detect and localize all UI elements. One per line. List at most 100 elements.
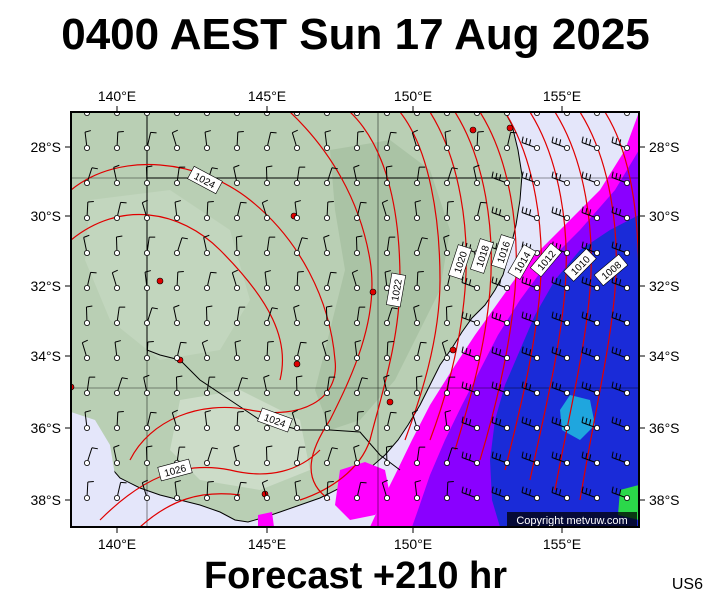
wind-barb [263,236,276,256]
map-frame [70,111,640,528]
wind-barb [413,446,426,466]
wind-barb [263,374,270,396]
wind-barb [84,305,93,326]
wind-barb [233,164,240,186]
wind-barb [111,269,121,291]
wind-barb [411,129,420,151]
wind-barb [114,410,124,431]
wind-barb [521,451,541,466]
wind-barb [581,451,601,466]
wind-barb [173,375,183,396]
wind-barb [551,346,571,361]
wind-barb [114,481,127,501]
wind-barb [491,276,510,291]
wind-barb [263,131,277,151]
latitude-label-right: 38°S [649,492,680,508]
wind-barb [581,416,601,431]
wind-barb [353,444,360,466]
wind-barb [171,129,180,151]
wind-barb [461,276,480,291]
copyright-text: Copyright metvuw.com [516,515,627,527]
wind-barb [323,271,337,291]
wind-barb [443,234,450,256]
wind-barb [233,481,247,501]
wind-barb [353,201,367,221]
wind-barb [581,486,601,501]
wind-barb [203,410,211,431]
wind-barb [413,200,421,221]
wind-barb [263,340,274,361]
wind-barb [114,377,128,396]
wind-barb [353,164,360,186]
wind-barb [611,206,631,221]
wind-barb [233,377,248,396]
wind-barb [551,416,571,431]
wind-barb [113,164,121,186]
wind-barb [551,206,571,221]
wind-barb [353,481,367,501]
wind-barb [203,447,218,466]
wind-barb [173,304,180,326]
wind-barb [611,171,631,186]
latitude-label-left: 34°S [30,348,61,364]
wind-barb [581,136,601,151]
wind-barb [233,340,241,361]
longitude-label-bottom: 155°E [543,536,581,552]
wind-barb [84,447,98,466]
wind-barb [473,164,480,186]
wind-barb [233,201,247,221]
wind-barb [233,235,243,256]
longitude-label-top: 150°E [394,88,432,104]
wind-barb [521,311,541,326]
wind-barb [611,451,631,466]
rain-green [618,485,639,520]
wind-barb [521,416,541,431]
wind-barb [383,374,390,396]
wind-barb [293,270,304,291]
wind-barb [461,311,480,326]
wind-barb [443,305,453,326]
wind-barb [203,480,214,501]
latitude-label-right: 30°S [649,208,680,224]
wind-barb [114,130,124,151]
wind-barb [293,341,307,361]
longitude-label-top: 145°E [248,88,286,104]
wind-barb [321,339,330,361]
wind-barb [263,445,273,466]
wind-barb [473,201,487,221]
wind-barb [443,200,454,221]
wind-barb [171,409,180,431]
wind-barb [201,339,210,361]
wind-barb [461,346,480,361]
wind-barb [611,311,631,326]
wind-barb [443,376,456,396]
latitude-label-left: 38°S [30,492,61,508]
wind-barb [551,451,571,466]
forecast-label: Forecast +210 hr [203,555,508,597]
isobar-label: 1022 [390,278,405,302]
wind-barb [551,276,571,291]
wind-barb [173,166,186,186]
wind-barb [293,166,306,186]
latitude-label-left: 36°S [30,420,61,436]
wind-barb [491,486,510,501]
wind-barb [581,346,601,361]
wind-barb [203,305,213,326]
wind-barb [413,270,424,291]
latitude-label-left: 32°S [30,278,61,294]
wind-barb [84,271,97,291]
rain-blue [490,215,639,527]
wind-barb [203,271,217,291]
wind-barb [581,381,601,396]
wind-barb [203,200,214,221]
wind-barb [143,374,150,396]
wind-barb [173,480,181,501]
wind-barb [491,206,510,221]
wind-barb [413,237,428,256]
wind-barb [84,410,91,431]
wind-barb [233,306,246,326]
wind-barb [233,130,244,151]
longitude-label-bottom: 145°E [248,536,286,552]
wind-barb [503,131,517,151]
